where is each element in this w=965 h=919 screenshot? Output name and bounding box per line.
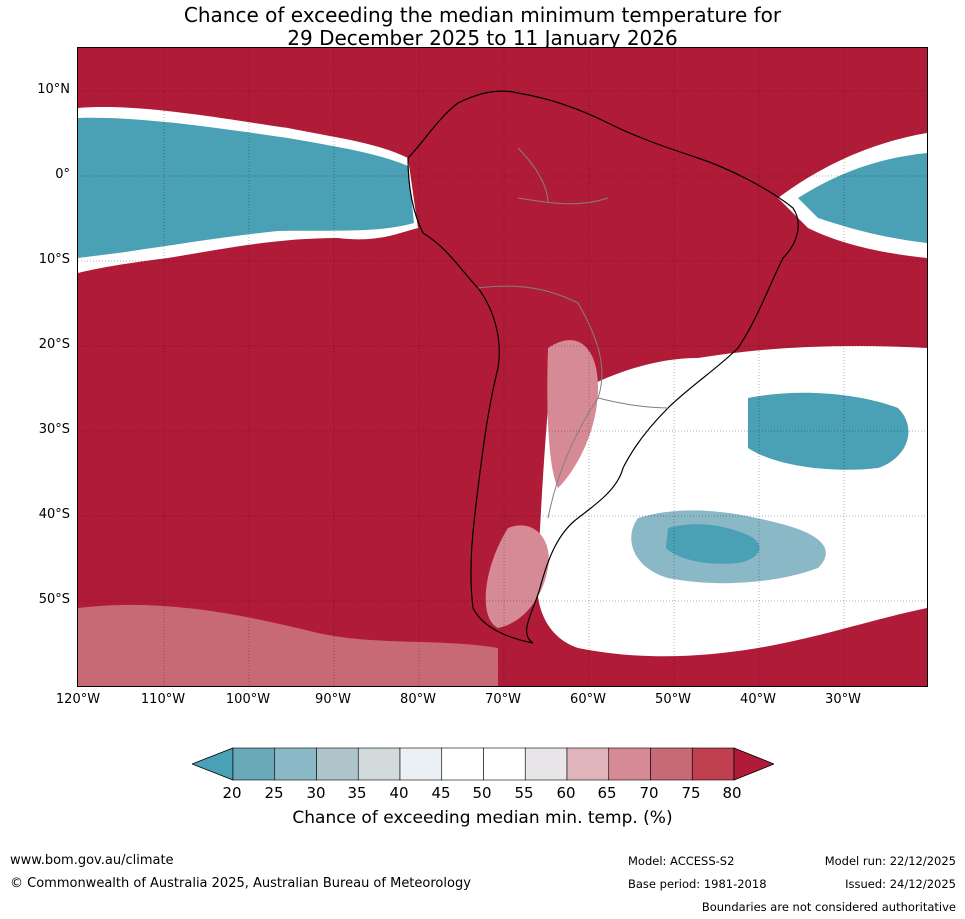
colorbar-tick: 75 [681,784,701,802]
lon-label-100w: 100°W [225,692,271,707]
lon-label-30w: 30°W [825,692,861,707]
lat-label-10n: 10°N [37,82,70,97]
lon-label-40w: 40°W [740,692,776,707]
probability-map [78,48,927,686]
colorbar-extend-low [192,747,234,781]
footer-base-period: Base period: 1981-2018 [628,877,767,891]
lat-label-40s: 40°S [38,507,70,522]
title-line-2: 29 December 2025 to 11 January 2026 [287,26,678,50]
colorbar-tick: 80 [722,784,742,802]
colorbar-tick: 65 [597,784,617,802]
colorbar-segment [399,747,443,781]
south-atlantic-pink [547,340,598,488]
lat-label-50s: 50°S [38,592,70,607]
colorbar-segment [357,747,401,781]
colorbar-segment [232,747,276,781]
colorbar-extend-high [733,747,774,781]
south-pacific-pink [78,604,498,686]
pacific-cool-core [78,117,414,258]
colorbar-segment [566,747,610,781]
footer-copyright: © Commonwealth of Australia 2025, Austra… [10,876,471,891]
colorbar-segment [608,747,651,781]
colorbar-tick: 40 [389,784,409,802]
footer-issued: Issued: 24/12/2025 [845,877,956,891]
footer-model: Model: ACCESS-S2 [628,854,735,868]
lon-label-70w: 70°W [485,692,521,707]
colorbar-segment [483,747,526,781]
south-atlantic-cool-3 [666,524,760,564]
colorbar-tick: 35 [347,784,367,802]
colorbar-segment [316,747,359,781]
title-line-1: Chance of exceeding the median minimum t… [183,3,782,27]
footer-model-run: Model run: 22/12/2025 [824,854,956,868]
colorbar-tick: 55 [514,784,534,802]
colorbar-label: Chance of exceeding median min. temp. (%… [292,808,673,828]
colorbar-tick: 45 [431,784,451,802]
colorbar-segment [650,747,693,781]
colorbar-segment [274,747,317,781]
atlantic-equatorial-cool-core [798,153,927,243]
lon-label-80w: 80°W [400,692,436,707]
colorbar [192,747,774,781]
colorbar-tick: 70 [639,784,659,802]
footer-disclaimer: Boundaries are not considered authoritat… [701,900,956,914]
lon-label-120w: 120°W [55,692,101,707]
colorbar-segment [691,747,735,781]
country-borders [477,147,669,519]
colorbar-tick: 20 [222,784,242,802]
lat-label-30s: 30°S [38,422,70,437]
south-atlantic-cool-1 [748,392,909,470]
graticule [78,48,927,686]
colorbar-segment [524,747,568,781]
colorbar-tick: 50 [472,784,492,802]
patagonia-warm [485,525,549,628]
lon-label-90w: 90°W [315,692,351,707]
footer-url[interactable]: www.bom.gov.au/climate [10,853,174,868]
lat-label-10s: 10°S [38,252,70,267]
colorbar-tick: 25 [264,784,284,802]
map-panel [77,47,928,687]
colorbar-tick: 60 [556,784,576,802]
lon-label-60w: 60°W [570,692,606,707]
colorbar-segment [441,747,484,781]
lat-label-20s: 20°S [38,337,70,352]
lon-label-50w: 50°W [655,692,691,707]
colorbar-tick: 30 [306,784,326,802]
south-america-coastline [407,90,799,644]
map-title: Chance of exceeding the median minimum t… [0,4,965,50]
lon-label-110w: 110°W [140,692,186,707]
lat-label-0: 0° [55,167,70,182]
